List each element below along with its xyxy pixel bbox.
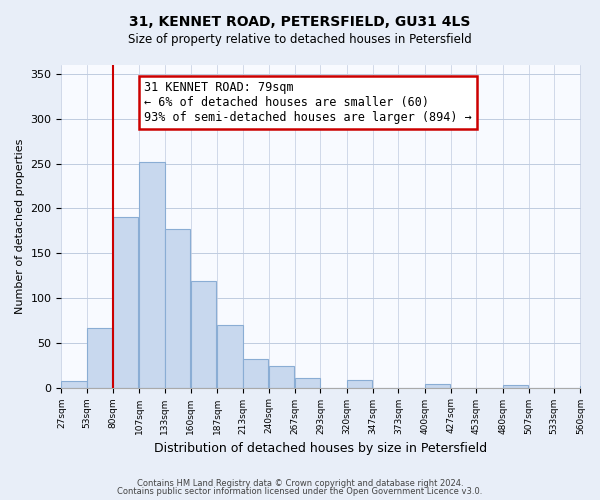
Y-axis label: Number of detached properties: Number of detached properties: [15, 138, 25, 314]
Text: Contains HM Land Registry data © Crown copyright and database right 2024.: Contains HM Land Registry data © Crown c…: [137, 478, 463, 488]
Text: 31, KENNET ROAD, PETERSFIELD, GU31 4LS: 31, KENNET ROAD, PETERSFIELD, GU31 4LS: [130, 15, 470, 29]
Bar: [191, 281, 216, 388]
X-axis label: Distribution of detached houses by size in Petersfield: Distribution of detached houses by size …: [154, 442, 488, 455]
Text: Contains public sector information licensed under the Open Government Licence v3: Contains public sector information licen…: [118, 487, 482, 496]
Bar: [242, 359, 268, 388]
Bar: [164, 229, 190, 388]
Bar: [295, 378, 320, 388]
Bar: [217, 325, 242, 388]
Bar: [269, 366, 294, 388]
Bar: [87, 328, 112, 388]
Bar: [347, 380, 372, 388]
Bar: [580, 386, 600, 388]
Bar: [425, 384, 450, 388]
Bar: [113, 218, 139, 388]
Text: 31 KENNET ROAD: 79sqm
← 6% of detached houses are smaller (60)
93% of semi-detac: 31 KENNET ROAD: 79sqm ← 6% of detached h…: [144, 81, 472, 124]
Bar: [139, 162, 164, 388]
Bar: [503, 385, 528, 388]
Bar: [61, 382, 87, 388]
Text: Size of property relative to detached houses in Petersfield: Size of property relative to detached ho…: [128, 32, 472, 46]
